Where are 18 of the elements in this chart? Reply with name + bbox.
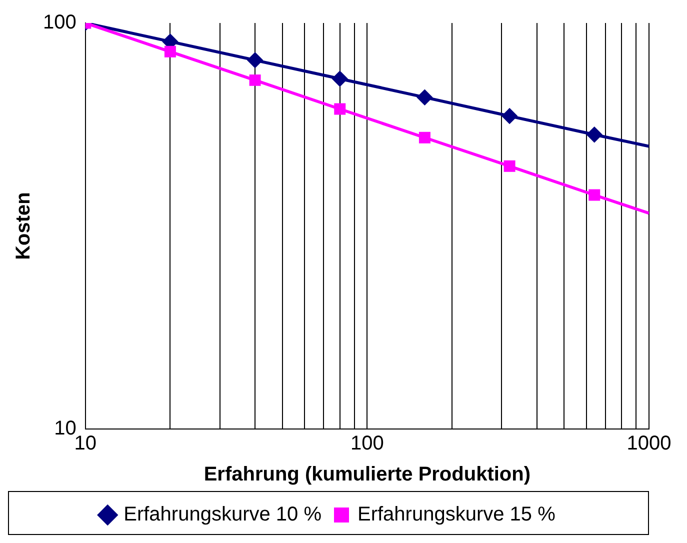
point [249, 74, 261, 86]
point [417, 90, 432, 105]
point [418, 132, 430, 144]
x-tick-label: 10 [74, 432, 96, 455]
point [334, 103, 346, 115]
point [586, 127, 602, 142]
point [164, 46, 176, 58]
point [588, 189, 600, 201]
legend-label: Erfahrungskurve 10 % [124, 504, 322, 526]
legend-label: Erfahrungskurve 15 % [358, 504, 556, 526]
y-axis-title: Kosten [12, 192, 35, 260]
x-axis-title: Erfahrung (kumulierte Produktion) [204, 464, 531, 486]
point [332, 71, 348, 86]
point [504, 160, 516, 172]
point [248, 52, 263, 68]
point [502, 108, 518, 124]
x-tick-label: 1000 [626, 432, 672, 455]
x-tick-label: 100 [350, 432, 384, 455]
